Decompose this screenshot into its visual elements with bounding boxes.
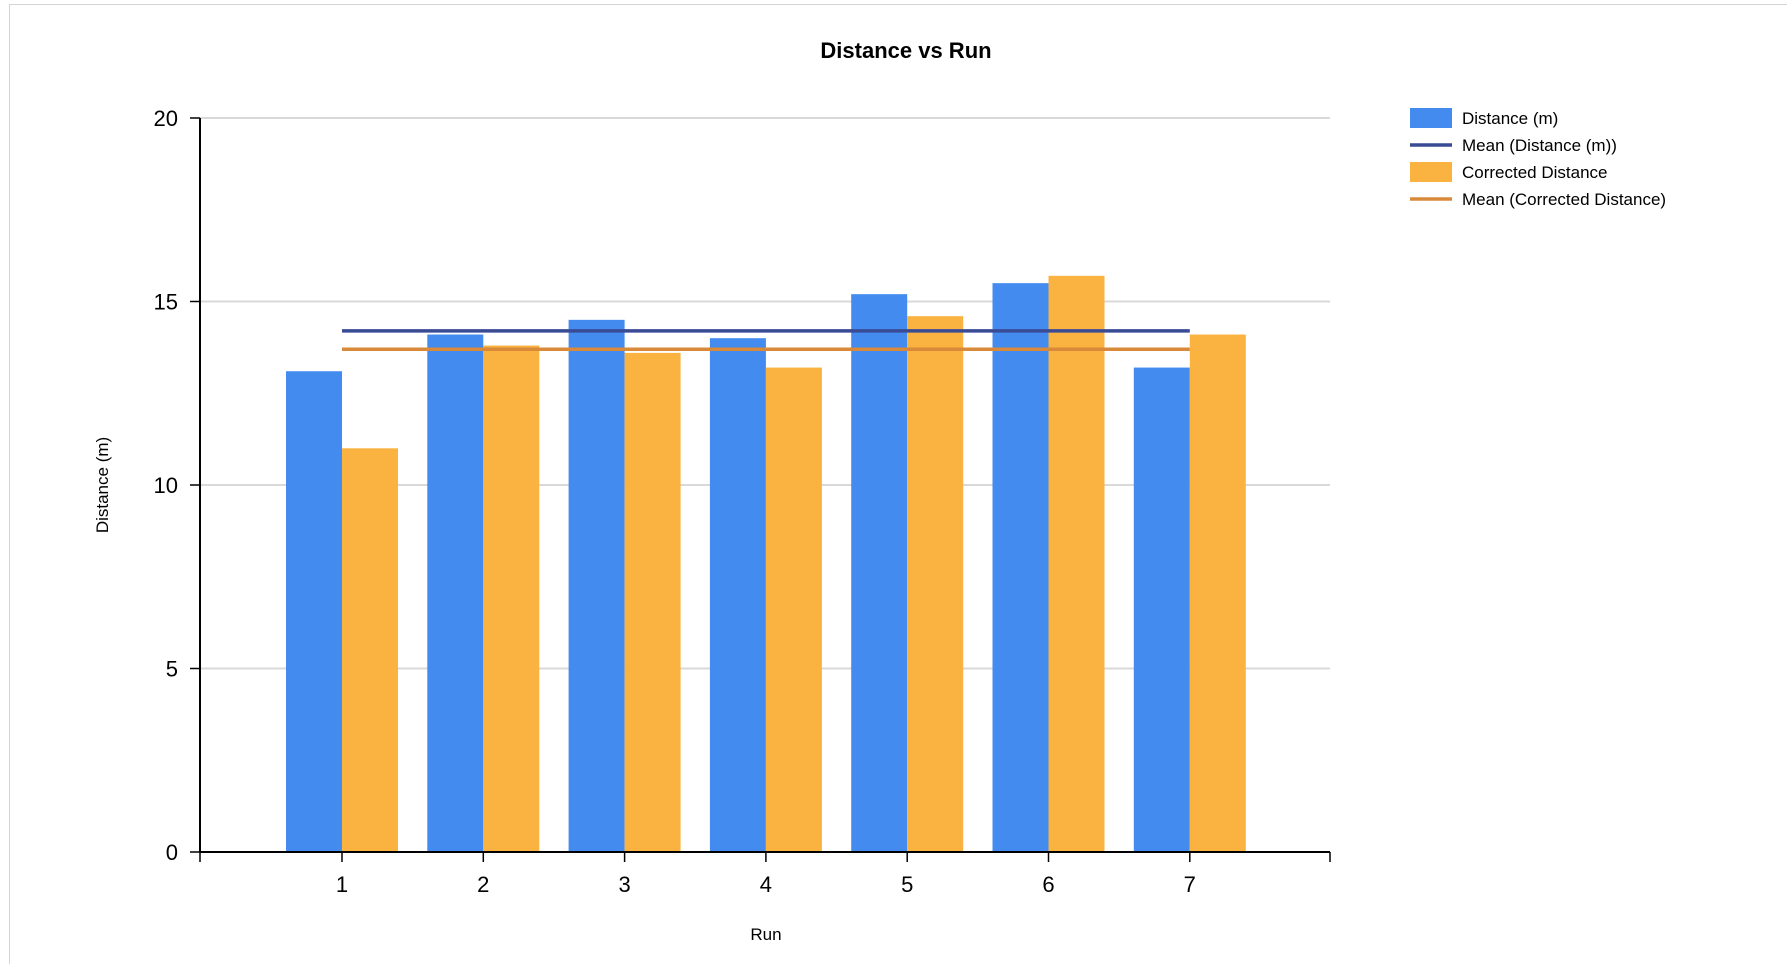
legend-label: Corrected Distance	[1462, 163, 1608, 182]
bar-corrected-run-6	[1048, 275, 1105, 852]
bar-distance-run-5	[851, 294, 908, 852]
bar-distance-run-3	[568, 319, 625, 853]
bar-distance-run-1	[286, 371, 342, 852]
bar-corrected-run-2	[483, 345, 540, 852]
legend-swatch	[1410, 108, 1452, 128]
bar-distance-run-4	[709, 338, 766, 852]
y-tick-label: 20	[154, 106, 178, 131]
legend-swatch	[1410, 162, 1452, 182]
bars	[286, 275, 1246, 853]
bar-corrected-run-7	[1189, 334, 1246, 852]
y-tick-label: 15	[154, 290, 178, 315]
x-tick-label: 2	[477, 872, 489, 897]
y-tick-label: 0	[166, 840, 178, 865]
bar-corrected-run-4	[765, 367, 822, 852]
x-tick-labels: 1 2 3 4 5 6 7	[336, 852, 1196, 897]
y-tick-label: 10	[154, 473, 178, 498]
bar-corrected-run-3	[624, 352, 681, 852]
legend-label: Mean (Distance (m))	[1462, 136, 1617, 155]
x-tick-label: 6	[1042, 872, 1054, 897]
bar-distance-run-6	[992, 283, 1049, 852]
bar-distance-run-2	[427, 334, 484, 852]
y-tick-labels: 0 5 10 15 20	[154, 106, 200, 865]
chart-title: Distance vs Run	[820, 38, 991, 63]
x-axis-title: Run	[750, 925, 781, 944]
y-tick-label: 5	[166, 657, 178, 682]
legend: Distance (m) Mean (Distance (m)) Corrected…	[1410, 108, 1666, 209]
y-axis-title: Distance (m)	[93, 437, 112, 533]
x-tick-label: 4	[760, 872, 772, 897]
bar-corrected-run-5	[907, 316, 964, 852]
legend-label: Distance (m)	[1462, 109, 1558, 128]
x-tick-label: 1	[336, 872, 348, 897]
mean-lines	[342, 329, 1190, 351]
x-tick-label: 5	[901, 872, 913, 897]
x-tick-label: 7	[1184, 872, 1196, 897]
bar-distance-run-7	[1133, 367, 1190, 852]
bar-corrected-run-1	[342, 448, 398, 852]
x-tick-label: 3	[618, 872, 630, 897]
legend-label: Mean (Corrected Distance)	[1462, 190, 1666, 209]
